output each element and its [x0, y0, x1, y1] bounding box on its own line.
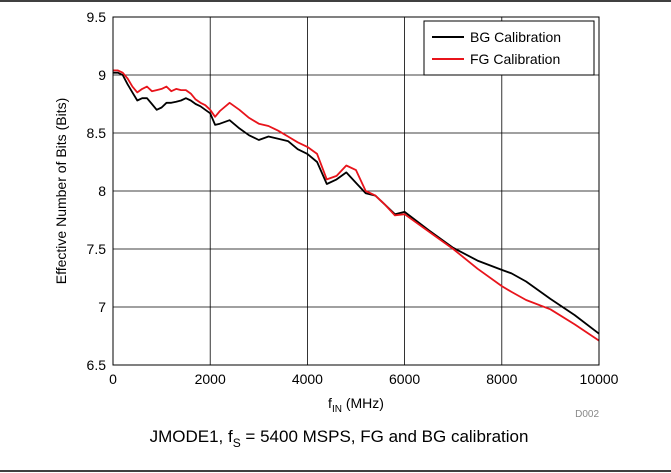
x-axis-label-main: f — [328, 395, 332, 411]
y-axis-ticks: 6.5 7 7.5 8 8.5 9 9.5 — [87, 9, 107, 373]
y-tick-label: 7 — [98, 299, 106, 315]
x-tick-label: 10000 — [580, 371, 619, 387]
y-tick-label: 9 — [98, 67, 106, 83]
y-tick-label: 9.5 — [87, 9, 107, 25]
chart-series-group — [113, 69, 600, 342]
x-axis-label-unit: (MHz) — [342, 395, 384, 411]
legend-box — [423, 20, 595, 76]
figure-caption: JMODE1, fS = 5400 MSPS, FG and BG calibr… — [150, 427, 529, 450]
caption-prefix: JMODE1, f — [150, 427, 233, 446]
y-tick-label: 7.5 — [87, 241, 107, 257]
y-tick-label: 6.5 — [87, 357, 107, 373]
legend-label-bg-calibration: BG Calibration — [470, 29, 561, 45]
plot-area-frame — [112, 16, 600, 366]
y-tick-label: 8.5 — [87, 125, 107, 141]
x-tick-label: 8000 — [486, 371, 517, 387]
series-line-fg-calibration — [113, 69, 600, 342]
figure-id: D002 — [575, 409, 599, 420]
y-tick-label: 8 — [98, 183, 106, 199]
x-tick-label: 4000 — [292, 371, 323, 387]
series-line-bg-calibration — [113, 71, 600, 335]
x-axis-label-subscript: IN — [332, 404, 342, 415]
caption-suffix: = 5400 MSPS, FG and BG calibration — [241, 427, 529, 446]
x-tick-label: 0 — [109, 371, 117, 387]
x-axis-ticks: 0 2000 4000 6000 8000 10000 — [109, 371, 619, 387]
x-tick-label: 2000 — [195, 371, 226, 387]
legend: BG Calibration FG Calibration — [423, 20, 595, 76]
x-tick-label: 6000 — [389, 371, 420, 387]
y-axis-label: Effective Number of Bits (Bits) — [53, 98, 69, 284]
caption-subscript: S — [233, 436, 241, 450]
x-axis-label: fIN (MHz) — [328, 395, 384, 415]
legend-label-fg-calibration: FG Calibration — [470, 51, 560, 67]
